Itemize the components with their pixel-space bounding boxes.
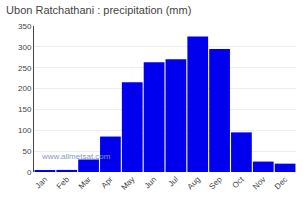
svg-text:Jun: Jun bbox=[143, 175, 158, 190]
svg-text:50: 50 bbox=[22, 147, 31, 156]
svg-text:Oct: Oct bbox=[230, 174, 246, 190]
svg-text:Dec: Dec bbox=[273, 175, 289, 191]
svg-text:100: 100 bbox=[18, 126, 32, 135]
svg-text:Aug: Aug bbox=[186, 175, 202, 191]
svg-text:May: May bbox=[119, 175, 136, 192]
svg-text:200: 200 bbox=[18, 84, 32, 93]
svg-text:Jul: Jul bbox=[167, 175, 181, 189]
svg-text:Mar: Mar bbox=[77, 175, 93, 191]
svg-text:300: 300 bbox=[18, 43, 32, 52]
svg-text:150: 150 bbox=[18, 105, 32, 114]
svg-text:Feb: Feb bbox=[55, 174, 72, 191]
svg-text:350: 350 bbox=[18, 22, 32, 31]
svg-text:250: 250 bbox=[18, 64, 32, 73]
svg-text:Nov: Nov bbox=[251, 175, 267, 191]
svg-text:Apr: Apr bbox=[99, 175, 114, 190]
svg-text:Ubon Ratchathani : precipitati: Ubon Ratchathani : precipitation (mm) bbox=[6, 4, 191, 16]
svg-text:Jan: Jan bbox=[34, 175, 49, 190]
svg-text:Sep: Sep bbox=[207, 174, 224, 191]
svg-text:www.allmetsat.com: www.allmetsat.com bbox=[41, 152, 111, 161]
svg-text:0: 0 bbox=[27, 168, 32, 177]
